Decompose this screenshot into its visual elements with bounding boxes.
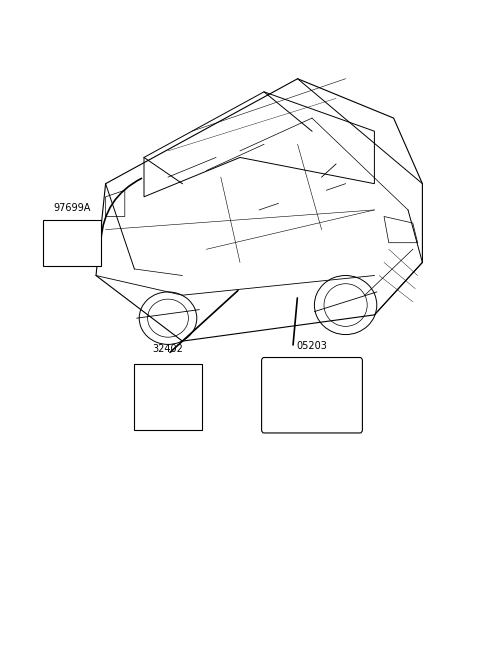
Text: 32402: 32402 [153,344,183,354]
Text: 97699A: 97699A [53,203,91,213]
Text: 05203: 05203 [297,341,327,351]
FancyBboxPatch shape [262,358,362,433]
Text: ▲: ▲ [53,224,59,230]
FancyBboxPatch shape [134,364,202,430]
FancyBboxPatch shape [43,220,101,266]
